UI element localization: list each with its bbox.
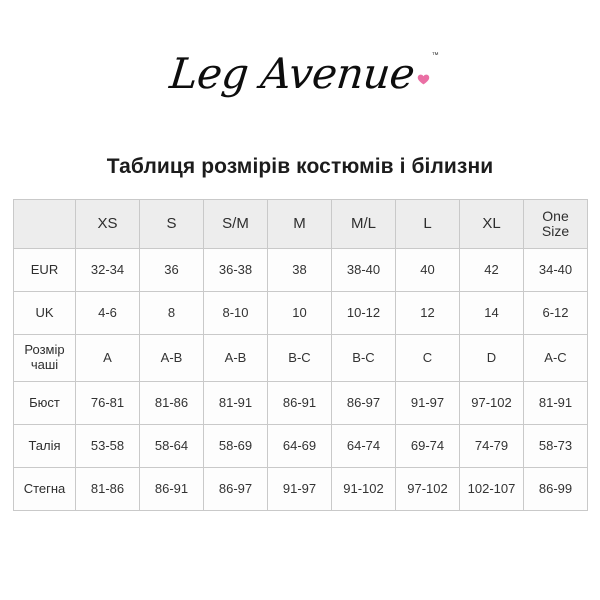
- size-table-container: XS S S/M M M/L L XL One Size EUR 32-34: [13, 199, 588, 511]
- table-row: Талія 53-58 58-64 58-69 64-69 64-74 69-7…: [13, 424, 588, 468]
- cell-bust-xs: 76-81: [75, 381, 140, 425]
- cell-cup-sm: A-B: [203, 334, 268, 382]
- row-label-eur: EUR: [13, 248, 76, 292]
- size-table-head: XS S S/M M M/L L XL One Size: [13, 199, 588, 249]
- cell-cup-m: B-C: [267, 334, 332, 382]
- cell-uk-xs: 4-6: [75, 291, 140, 335]
- cell-uk-l: 12: [395, 291, 460, 335]
- cell-hips-s: 86-91: [139, 467, 204, 511]
- cell-bust-l: 91-97: [395, 381, 460, 425]
- row-label-cup-size-line2: чаші: [30, 357, 59, 372]
- cell-waist-one-size: 58-73: [523, 424, 588, 468]
- header-col-l: L: [395, 199, 460, 249]
- cell-bust-xl: 97-102: [459, 381, 524, 425]
- header-corner-cell: [13, 199, 76, 249]
- row-label-waist: Талія: [13, 424, 76, 468]
- row-label-hips: Стегна: [13, 467, 76, 511]
- cell-waist-l: 69-74: [395, 424, 460, 468]
- cell-cup-one-size: A-C: [523, 334, 588, 382]
- cell-uk-xl: 14: [459, 291, 524, 335]
- cell-hips-one-size: 86-99: [523, 467, 588, 511]
- row-label-uk: UK: [13, 291, 76, 335]
- heart-icon: [417, 73, 430, 86]
- table-row: EUR 32-34 36 36-38 38 38-40 40 42 34-40: [13, 248, 588, 292]
- cell-bust-s: 81-86: [139, 381, 204, 425]
- header-col-one-size-line2: Size: [541, 223, 570, 239]
- header-col-sm: S/M: [203, 199, 268, 249]
- cell-bust-sm: 81-91: [203, 381, 268, 425]
- header-row: XS S S/M M M/L L XL One Size: [13, 199, 588, 249]
- cell-cup-s: A-B: [139, 334, 204, 382]
- cell-cup-ml: B-C: [331, 334, 396, 382]
- cell-hips-ml: 91-102: [331, 467, 396, 511]
- header-col-m: M: [267, 199, 332, 249]
- row-label-cup-size-line1: Розмір: [24, 342, 65, 358]
- cell-bust-m: 86-91: [267, 381, 332, 425]
- header-col-s: S: [139, 199, 204, 249]
- size-table: XS S S/M M M/L L XL One Size EUR 32-34: [13, 199, 588, 511]
- header-col-one-size: One Size: [523, 199, 588, 249]
- cell-uk-m: 10: [267, 291, 332, 335]
- header-col-one-size-line1: One: [542, 207, 569, 224]
- cell-eur-s: 36: [139, 248, 204, 292]
- cell-eur-xl: 42: [459, 248, 524, 292]
- size-table-body: EUR 32-34 36 36-38 38 38-40 40 42 34-40 …: [13, 248, 588, 511]
- cell-waist-ml: 64-74: [331, 424, 396, 468]
- cell-waist-xs: 53-58: [75, 424, 140, 468]
- cell-hips-sm: 86-97: [203, 467, 268, 511]
- cell-waist-m: 64-69: [267, 424, 332, 468]
- cell-uk-ml: 10-12: [331, 291, 396, 335]
- cell-uk-s: 8: [139, 291, 204, 335]
- brand-logo-inner: Leg Avenue ™: [167, 46, 439, 102]
- cell-eur-xs: 32-34: [75, 248, 140, 292]
- row-label-cup-size: Розмір чаші: [13, 334, 76, 382]
- cell-waist-xl: 74-79: [459, 424, 524, 468]
- page-title: Таблиця розмірів костюмів і білизни: [106, 155, 494, 178]
- cell-uk-one-size: 6-12: [523, 291, 588, 335]
- cell-uk-sm: 8-10: [203, 291, 268, 335]
- cell-waist-s: 58-64: [139, 424, 204, 468]
- table-row: Розмір чаші A A-B A-B B-C B-C C D A-C: [13, 334, 588, 382]
- table-row: Бюст 76-81 81-86 81-91 86-91 86-97 91-97…: [13, 381, 588, 425]
- cell-bust-one-size: 81-91: [523, 381, 588, 425]
- cell-eur-sm: 36-38: [203, 248, 268, 292]
- brand-name-script: Leg Avenue: [167, 49, 418, 98]
- brand-logo: Leg Avenue ™: [0, 46, 600, 110]
- cell-cup-xs: A: [75, 334, 140, 382]
- cell-eur-m: 38: [267, 248, 332, 292]
- cell-hips-m: 91-97: [267, 467, 332, 511]
- cell-cup-l: C: [395, 334, 460, 382]
- cell-hips-l: 97-102: [395, 467, 460, 511]
- table-row: UK 4-6 8 8-10 10 10-12 12 14 6-12: [13, 291, 588, 335]
- cell-eur-ml: 38-40: [331, 248, 396, 292]
- cell-hips-xl: 102-107: [459, 467, 524, 511]
- cell-cup-xl: D: [459, 334, 524, 382]
- cell-eur-l: 40: [395, 248, 460, 292]
- table-row: Стегна 81-86 86-91 86-97 91-97 91-102 97…: [13, 467, 588, 511]
- header-col-xs: XS: [75, 199, 140, 249]
- header-col-xl: XL: [459, 199, 524, 249]
- trademark-symbol: ™: [431, 52, 439, 59]
- row-label-bust: Бюст: [13, 381, 76, 425]
- cell-bust-ml: 86-97: [331, 381, 396, 425]
- header-col-ml: M/L: [331, 199, 396, 249]
- cell-hips-xs: 81-86: [75, 467, 140, 511]
- cell-eur-one-size: 34-40: [523, 248, 588, 292]
- cell-waist-sm: 58-69: [203, 424, 268, 468]
